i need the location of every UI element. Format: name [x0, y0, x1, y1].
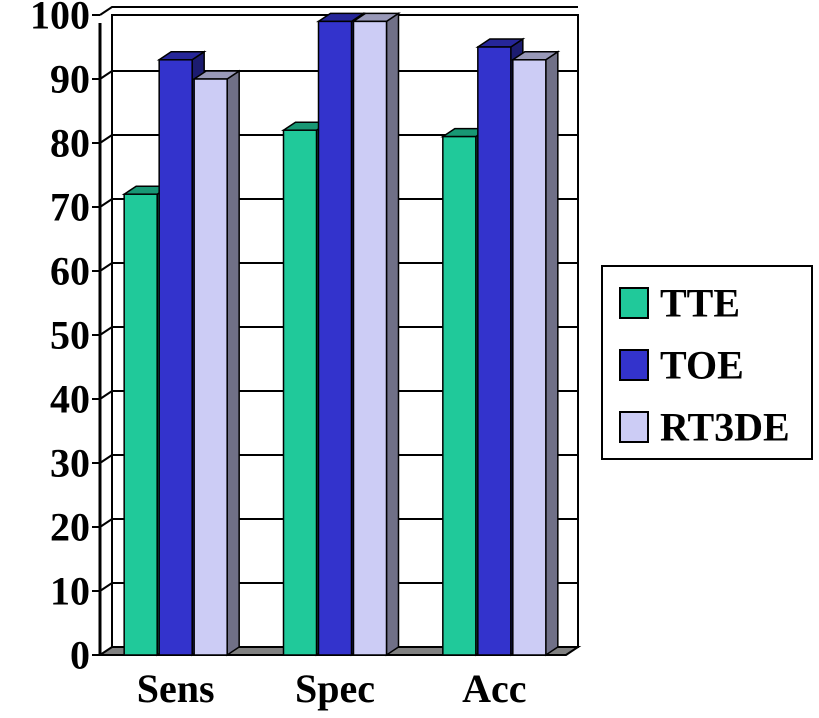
bar-side [387, 13, 399, 655]
y-tick-label: 20 [50, 505, 90, 550]
bar-front [443, 137, 476, 655]
x-tick-label: Acc [462, 666, 526, 711]
bar-front [478, 47, 511, 655]
legend-swatch [620, 412, 648, 442]
legend-label: TTE [660, 281, 740, 326]
y-tick-label: 80 [50, 121, 90, 166]
legend-label: RT3DE [660, 405, 790, 450]
bar-side [227, 71, 239, 655]
bar [513, 52, 558, 655]
bar-front [513, 60, 546, 655]
y-tick-label: 40 [50, 377, 90, 422]
y-tick-label: 90 [50, 57, 90, 102]
y-tick-label: 30 [50, 441, 90, 486]
legend-label: TOE [660, 343, 744, 388]
bar-front [194, 79, 227, 655]
y-tick-label: 60 [50, 249, 90, 294]
bar-front [319, 21, 352, 655]
y-tick-label: 50 [50, 313, 90, 358]
y-tick-label: 10 [50, 569, 90, 614]
bar-front [159, 60, 192, 655]
y-tick-labels: 0 10 20 30 40 50 60 70 80 90 100 [30, 0, 90, 678]
bar-front [124, 194, 157, 655]
bar-front [354, 21, 387, 655]
legend: TTE TOE RT3DE [602, 266, 812, 459]
bar [354, 13, 399, 655]
bar [194, 71, 239, 655]
legend-swatch [620, 350, 648, 380]
bar-side [546, 52, 558, 655]
x-tick-labels: Sens Spec Acc [137, 666, 527, 711]
bar-front [284, 130, 317, 655]
y-tick-label: 0 [70, 633, 90, 678]
y-tick-label: 70 [50, 185, 90, 230]
y-tick-label: 100 [30, 0, 90, 38]
x-tick-label: Spec [295, 666, 375, 711]
x-tick-label: Sens [137, 666, 215, 711]
bars [124, 13, 558, 655]
legend-swatch [620, 288, 648, 318]
